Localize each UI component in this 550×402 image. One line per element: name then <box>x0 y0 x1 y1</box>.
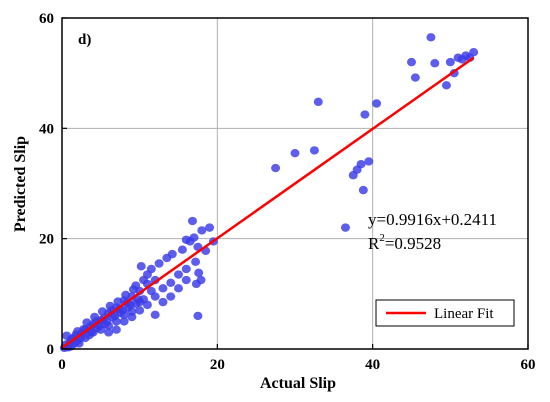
data-point-87 <box>181 275 191 285</box>
data-point-82 <box>193 311 203 321</box>
data-point-86 <box>174 284 183 293</box>
data-point-52 <box>104 321 114 331</box>
data-point-59 <box>158 284 168 293</box>
data-point-110 <box>358 185 368 195</box>
plot-frame <box>61 17 529 350</box>
x-tick-label-20: 20 <box>210 357 225 373</box>
data-point-65 <box>154 259 164 268</box>
data-point-90 <box>142 270 152 279</box>
y-tick-label-60: 60 <box>39 11 54 27</box>
data-point-61 <box>174 270 183 279</box>
data-point-116 <box>426 33 436 42</box>
data-point-118 <box>441 81 451 90</box>
data-point-68 <box>177 245 187 254</box>
data-point-94 <box>127 312 137 322</box>
data-point-106 <box>340 223 350 232</box>
data-point-102 <box>271 163 281 173</box>
data-point-58 <box>150 292 160 301</box>
data-point-48 <box>73 327 83 336</box>
data-point-95 <box>135 306 145 315</box>
data-point-104 <box>309 146 319 155</box>
data-point-84 <box>158 297 168 307</box>
data-point-74 <box>197 226 207 235</box>
data-point-31 <box>97 307 107 316</box>
data-point-63 <box>136 262 146 271</box>
data-point-93 <box>119 317 129 326</box>
data-point-50 <box>88 328 98 337</box>
fit-line-group <box>61 56 475 349</box>
data-point-51 <box>96 325 106 334</box>
data-point-112 <box>360 110 370 119</box>
data-point-57 <box>142 300 152 310</box>
data-point-75 <box>205 223 215 232</box>
data-point-72 <box>187 216 197 226</box>
legend: Linear Fit <box>375 299 515 327</box>
data-point-125 <box>469 48 479 57</box>
fit-equation: y=0.9916x+0.2411 <box>368 210 497 229</box>
data-point-119 <box>445 57 455 67</box>
r2-superscript: 2 <box>379 232 385 244</box>
r2-prefix: R <box>368 234 380 253</box>
data-point-67 <box>167 249 177 259</box>
x-tick-label-60: 60 <box>521 357 536 373</box>
axis-ticks: 0 20 40 60 0 20 40 60 <box>39 11 536 373</box>
r2-value: =0.9528 <box>385 234 441 253</box>
x-axis-label: Actual Slip <box>260 375 336 392</box>
data-point-53 <box>111 317 121 326</box>
data-point-101 <box>62 331 72 340</box>
data-point-37 <box>121 290 131 300</box>
data-point-62 <box>181 264 191 274</box>
data-point-85 <box>166 292 176 301</box>
r-squared-label: R2=0.9528 <box>368 232 441 253</box>
data-point-91 <box>104 328 114 337</box>
data-point-115 <box>410 73 420 82</box>
data-point-56 <box>135 297 145 307</box>
data-point-60 <box>166 278 176 287</box>
legend-label: Linear Fit <box>434 306 494 322</box>
grid <box>62 18 528 349</box>
data-point-109 <box>356 159 366 169</box>
data-point-35 <box>113 297 123 306</box>
y-tick-label-20: 20 <box>39 232 54 248</box>
x-tick-label-40: 40 <box>365 357 380 373</box>
data-point-83 <box>150 310 160 319</box>
data-point-88 <box>131 281 141 290</box>
data-point-111 <box>364 157 374 166</box>
x-tick-label-0: 0 <box>58 357 66 373</box>
data-point-105 <box>313 97 323 107</box>
panel-label: d) <box>78 32 91 48</box>
y-tick-label-40: 40 <box>39 121 54 137</box>
data-point-78 <box>191 257 201 267</box>
data-point-71 <box>181 235 191 244</box>
y-axis-label: Predicted Slip <box>12 136 29 232</box>
y-tick-label-0: 0 <box>47 342 55 358</box>
data-point-70 <box>189 233 199 242</box>
fit-line <box>61 56 475 349</box>
data-point-114 <box>407 57 416 67</box>
data-point-103 <box>290 148 300 158</box>
data-point-117 <box>430 59 440 68</box>
data-point-113 <box>372 99 382 108</box>
data-point-79 <box>194 268 204 278</box>
data-point-92 <box>111 325 121 334</box>
data-point-81 <box>196 275 206 285</box>
data-point-54 <box>119 310 129 319</box>
